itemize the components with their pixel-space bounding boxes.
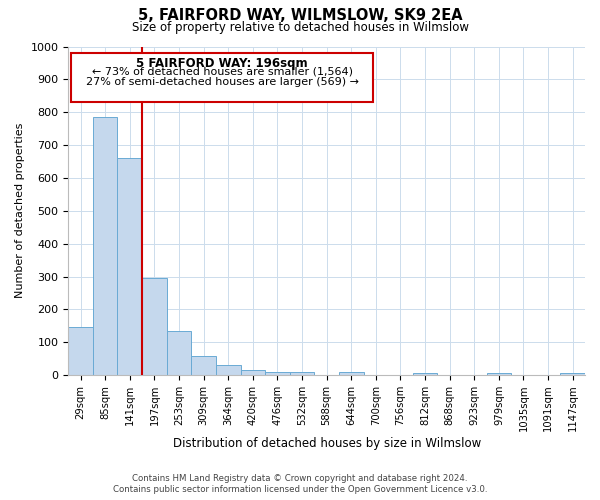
X-axis label: Distribution of detached houses by size in Wilmslow: Distribution of detached houses by size … — [173, 437, 481, 450]
Text: Size of property relative to detached houses in Wilmslow: Size of property relative to detached ho… — [131, 21, 469, 34]
Bar — [68, 328, 93, 375]
Bar — [339, 372, 364, 375]
Bar — [413, 373, 437, 375]
Bar — [560, 373, 585, 375]
Bar — [93, 117, 118, 375]
Bar — [216, 364, 241, 375]
Text: 5 FAIRFORD WAY: 196sqm: 5 FAIRFORD WAY: 196sqm — [136, 57, 308, 70]
Text: ← 73% of detached houses are smaller (1,564): ← 73% of detached houses are smaller (1,… — [92, 67, 353, 77]
Text: 5, FAIRFORD WAY, WILMSLOW, SK9 2EA: 5, FAIRFORD WAY, WILMSLOW, SK9 2EA — [137, 8, 463, 22]
Bar — [265, 372, 290, 375]
Bar — [290, 372, 314, 375]
Bar — [487, 373, 511, 375]
Bar — [241, 370, 265, 375]
Y-axis label: Number of detached properties: Number of detached properties — [15, 123, 25, 298]
Bar — [191, 356, 216, 375]
Bar — [167, 330, 191, 375]
Bar — [118, 158, 142, 375]
Text: 27% of semi-detached houses are larger (569) →: 27% of semi-detached houses are larger (… — [86, 78, 359, 88]
Bar — [142, 278, 167, 375]
Text: Contains HM Land Registry data © Crown copyright and database right 2024.
Contai: Contains HM Land Registry data © Crown c… — [113, 474, 487, 494]
FancyBboxPatch shape — [71, 53, 373, 102]
